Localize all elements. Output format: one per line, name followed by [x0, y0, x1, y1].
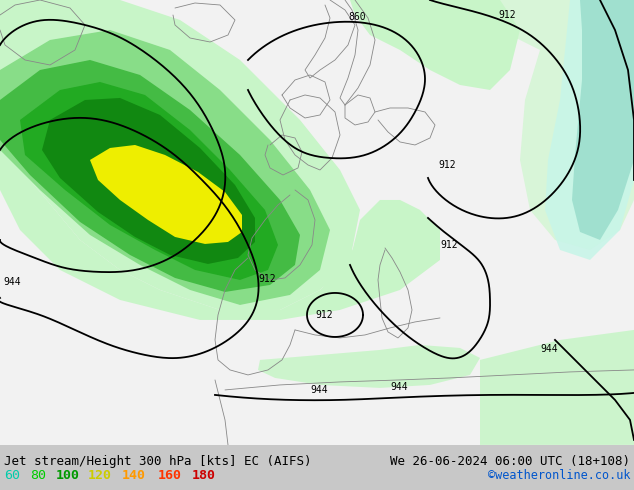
Polygon shape [572, 0, 634, 240]
Text: 60: 60 [4, 469, 20, 482]
Text: Jet stream/Height 300 hPa [kts] EC (AIFS): Jet stream/Height 300 hPa [kts] EC (AIFS… [4, 455, 311, 468]
Polygon shape [295, 230, 355, 288]
Polygon shape [0, 30, 330, 305]
Text: 860: 860 [348, 12, 366, 22]
Text: 100: 100 [56, 469, 80, 482]
Text: 120: 120 [88, 469, 112, 482]
Polygon shape [0, 60, 300, 292]
Text: We 26-06-2024 06:00 UTC (18+108): We 26-06-2024 06:00 UTC (18+108) [390, 455, 630, 468]
Text: 912: 912 [440, 240, 458, 250]
Text: 944: 944 [540, 344, 558, 354]
Polygon shape [0, 0, 634, 445]
Polygon shape [258, 345, 480, 388]
Text: ©weatheronline.co.uk: ©weatheronline.co.uk [488, 469, 630, 482]
Text: 912: 912 [315, 310, 333, 320]
Polygon shape [0, 120, 440, 320]
Polygon shape [350, 0, 520, 90]
Text: 140: 140 [122, 469, 146, 482]
Text: 944: 944 [310, 385, 328, 395]
Text: 912: 912 [438, 160, 456, 170]
Text: 160: 160 [158, 469, 182, 482]
Text: 944: 944 [3, 277, 21, 287]
Polygon shape [0, 0, 80, 80]
Text: 80: 80 [30, 469, 46, 482]
Text: 944: 944 [390, 382, 408, 392]
Polygon shape [90, 145, 242, 244]
Polygon shape [380, 0, 634, 250]
Text: 180: 180 [192, 469, 216, 482]
Polygon shape [20, 82, 278, 280]
Polygon shape [480, 330, 634, 445]
Text: 912: 912 [258, 274, 276, 284]
Polygon shape [42, 98, 255, 264]
Text: 912: 912 [498, 10, 515, 20]
Polygon shape [545, 0, 634, 260]
Polygon shape [0, 0, 360, 310]
Polygon shape [282, 185, 312, 220]
